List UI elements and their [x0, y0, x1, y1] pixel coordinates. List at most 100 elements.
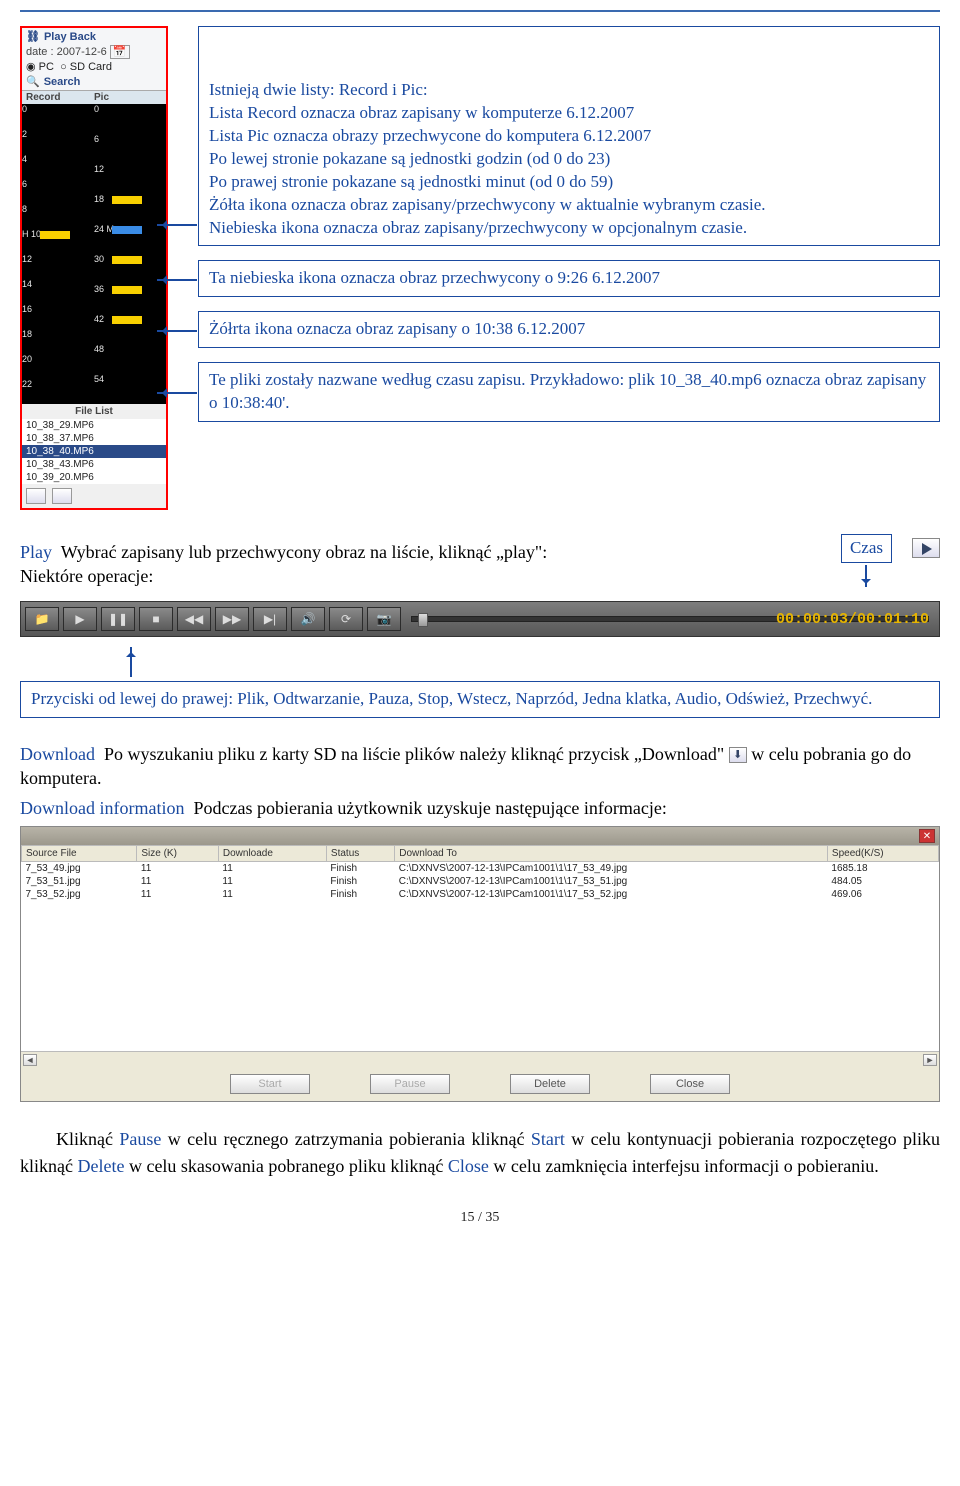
up-arrow: [130, 647, 132, 677]
hour-tick: 2: [22, 129, 94, 154]
capture-button[interactable]: 📷: [367, 607, 401, 631]
callouts-column: Istnieją dwie listy: Record i Pic: Lista…: [178, 26, 940, 422]
play-button[interactable]: ▶: [63, 607, 97, 631]
refresh-button[interactable]: ⟳: [329, 607, 363, 631]
hour-tick: 20: [22, 354, 94, 379]
table-row[interactable]: 7_53_49.jpg1111FinishC:\DXNVS\2007-12-13…: [22, 862, 939, 876]
play-file-button[interactable]: [26, 488, 46, 504]
list-item[interactable]: 10_39_20.MP6: [22, 471, 166, 484]
source-radios[interactable]: ◉ PC ○ SD Card: [26, 60, 162, 73]
calendar-icon[interactable]: 📅: [110, 45, 130, 59]
list-item[interactable]: 10_38_37.MP6: [22, 432, 166, 445]
close-button[interactable]: Close: [650, 1074, 730, 1094]
table-header: Download To: [395, 846, 828, 862]
callout-player-buttons: Przyciski od lewej do prawej: Plik, Odtw…: [20, 681, 940, 718]
minute-tick: 42: [94, 314, 166, 344]
minute-tick: 24 M: [94, 224, 166, 254]
list-item[interactable]: 10_38_40.MP6: [22, 445, 166, 458]
download-section: Download Po wyszukaniu pliku z karty SD …: [20, 742, 940, 821]
date-row: date : 2007-12-6 📅: [26, 45, 162, 58]
table-row[interactable]: 7_53_51.jpg1111FinishC:\DXNVS\2007-12-13…: [22, 875, 939, 888]
delete-button[interactable]: Delete: [510, 1074, 590, 1094]
stop-button[interactable]: ■: [139, 607, 173, 631]
minute-tick: 6: [94, 134, 166, 164]
radio-pc[interactable]: ◉: [26, 61, 39, 73]
player-bar: 📁 ▶ ❚❚ ■ ◀◀ ▶▶ ▶| 🔊 ⟳ 📷 00:00:03/00:01:1…: [20, 601, 940, 637]
timecode: 00:00:03/00:01:10: [776, 610, 929, 630]
hour-tick: 6: [22, 179, 94, 204]
minute-tick: 36: [94, 284, 166, 314]
table-header: Speed(K/S): [827, 846, 938, 862]
download-label: Download: [20, 744, 95, 764]
minute-tick: 54: [94, 374, 166, 404]
download-scrollbar[interactable]: ◄ ►: [21, 1051, 939, 1067]
table-header: Downloade: [218, 846, 326, 862]
hour-tick: 18: [22, 329, 94, 354]
frame-button[interactable]: ▶|: [253, 607, 287, 631]
file-list-controls: [22, 484, 166, 508]
file-list-header: File List: [22, 404, 166, 419]
download-file-button[interactable]: [52, 488, 72, 504]
branch-icon: ⛓: [26, 30, 40, 43]
list-item[interactable]: 10_38_43.MP6: [22, 458, 166, 471]
czas-label: Czas: [841, 534, 892, 563]
page-number: 15 / 35: [20, 1210, 940, 1226]
hour-tick: 8: [22, 204, 94, 229]
timeline: 02468H 10121416182022 06121824 M30364248…: [22, 104, 166, 404]
scroll-left-icon[interactable]: ◄: [23, 1054, 37, 1066]
minute-tick: 12: [94, 164, 166, 194]
play-icon[interactable]: [912, 538, 940, 558]
callout-main: Istnieją dwie listy: Record i Pic: Lista…: [198, 26, 940, 246]
pause-button[interactable]: Pause: [370, 1074, 450, 1094]
back-button[interactable]: ◀◀: [177, 607, 211, 631]
download-buttons: Start Pause Delete Close: [21, 1067, 939, 1101]
hour-tick: 22: [22, 379, 94, 404]
callout-blue-icon: Ta niebieska ikona oznacza obraz przechw…: [198, 260, 940, 297]
file-button[interactable]: 📁: [25, 607, 59, 631]
download-window: ✕ Source FileSize (K)DownloadeStatusDown…: [20, 826, 940, 1102]
minute-tick: 18: [94, 194, 166, 224]
download-info-label: Download information: [20, 798, 184, 818]
download-titlebar: ✕: [21, 827, 939, 845]
download-table: Source FileSize (K)DownloadeStatusDownlo…: [21, 845, 939, 901]
record-pic-header: Record Pic: [22, 91, 166, 104]
minute-tick: 30: [94, 254, 166, 284]
download-info-text: Podczas pobierania użytkownik uzyskuje n…: [193, 798, 666, 818]
ops-label: Niektóre operacje:: [20, 566, 153, 586]
list-item[interactable]: 10_38_29.MP6: [22, 419, 166, 432]
download-text: Po wyszukaniu pliku z karty SD na liście…: [104, 744, 724, 764]
minute-tick: 48: [94, 344, 166, 374]
play-instruction: Wybrać zapisany lub przechwycony obraz n…: [61, 542, 548, 562]
audio-button[interactable]: 🔊: [291, 607, 325, 631]
hour-tick: 12: [22, 254, 94, 279]
close-icon[interactable]: ✕: [919, 829, 935, 843]
start-button[interactable]: Start: [230, 1074, 310, 1094]
play-label: Play: [20, 542, 52, 562]
table-header: Source File: [22, 846, 137, 862]
search-row[interactable]: 🔍 Search: [26, 75, 162, 88]
download-table-blank: [21, 901, 939, 1051]
hour-tick: 0: [22, 104, 94, 129]
hour-tick: 14: [22, 279, 94, 304]
czas-pointer: Czas: [841, 534, 892, 587]
table-header: Status: [326, 846, 394, 862]
table-row[interactable]: 7_53_52.jpg1111FinishC:\DXNVS\2007-12-13…: [22, 888, 939, 901]
pause-button[interactable]: ❚❚: [101, 607, 135, 631]
radio-sd[interactable]: ○: [60, 61, 70, 73]
final-paragraph: Kliknąć Pause w celu ręcznego zatrzymani…: [20, 1126, 940, 1180]
callout-yellow-icon: Żółrta ikona oznacza obraz zapisany o 10…: [198, 311, 940, 348]
play-section: Play Wybrać zapisany lub przechwycony ob…: [20, 534, 940, 718]
table-header: Size (K): [137, 846, 219, 862]
file-list[interactable]: 10_38_29.MP610_38_37.MP610_38_40.MP610_3…: [22, 419, 166, 484]
scroll-right-icon[interactable]: ►: [923, 1054, 937, 1066]
hour-tick: H 10: [22, 229, 94, 254]
download-icon[interactable]: ⬇: [729, 747, 747, 763]
playback-title: ⛓ Play Back: [26, 30, 162, 43]
top-row: ⛓ Play Back date : 2007-12-6 📅 ◉ PC ○ SD…: [20, 10, 940, 510]
hour-tick: 16: [22, 304, 94, 329]
hour-tick: 4: [22, 154, 94, 179]
callout-files-note: Te pliki zostały nazwane według czasu za…: [198, 362, 940, 422]
fwd-button[interactable]: ▶▶: [215, 607, 249, 631]
search-icon: 🔍: [26, 75, 40, 88]
playback-sidebar: ⛓ Play Back date : 2007-12-6 📅 ◉ PC ○ SD…: [20, 26, 168, 510]
